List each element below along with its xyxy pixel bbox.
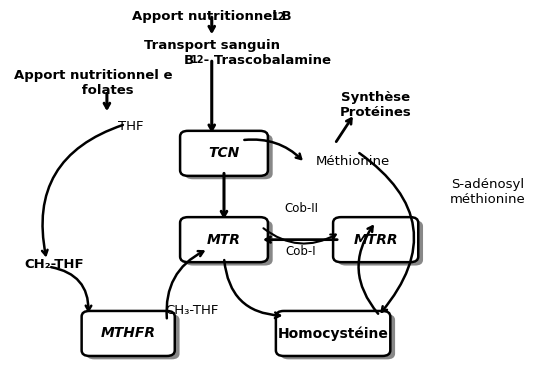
Text: Apport nutritionnel e
      folates: Apport nutritionnel e folates — [15, 69, 173, 97]
Text: MTR: MTR — [207, 232, 241, 247]
FancyBboxPatch shape — [185, 220, 273, 266]
FancyBboxPatch shape — [180, 217, 268, 262]
Text: Cob-II: Cob-II — [284, 202, 318, 215]
FancyBboxPatch shape — [276, 311, 390, 356]
FancyBboxPatch shape — [81, 311, 175, 356]
FancyBboxPatch shape — [180, 131, 268, 176]
Text: MTRR: MTRR — [353, 232, 398, 247]
Text: B: B — [184, 54, 194, 67]
FancyBboxPatch shape — [86, 314, 180, 359]
Text: - Trascobalamine: - Trascobalamine — [199, 54, 331, 67]
FancyBboxPatch shape — [281, 314, 395, 359]
Text: CH₂-THF: CH₂-THF — [25, 257, 84, 271]
FancyBboxPatch shape — [333, 217, 418, 262]
Text: Apport nutritionnel B: Apport nutritionnel B — [132, 10, 292, 23]
Text: MTHFR: MTHFR — [100, 327, 156, 341]
Text: THF: THF — [118, 119, 143, 133]
Text: Méthionine: Méthionine — [316, 155, 390, 169]
Text: 12: 12 — [272, 12, 286, 22]
Text: CH₃-THF: CH₃-THF — [166, 304, 219, 318]
Text: S-adénosyl
méthionine: S-adénosyl méthionine — [450, 178, 525, 206]
Text: Cob-I: Cob-I — [286, 245, 316, 258]
Text: TCN: TCN — [208, 146, 239, 160]
Text: 12: 12 — [191, 56, 204, 65]
Text: Homocystéine: Homocystéine — [278, 326, 388, 341]
FancyBboxPatch shape — [185, 134, 273, 179]
Text: Synthèse
Protéines: Synthèse Protéines — [340, 91, 412, 119]
FancyBboxPatch shape — [338, 220, 423, 266]
Text: Transport sanguin: Transport sanguin — [144, 39, 280, 52]
